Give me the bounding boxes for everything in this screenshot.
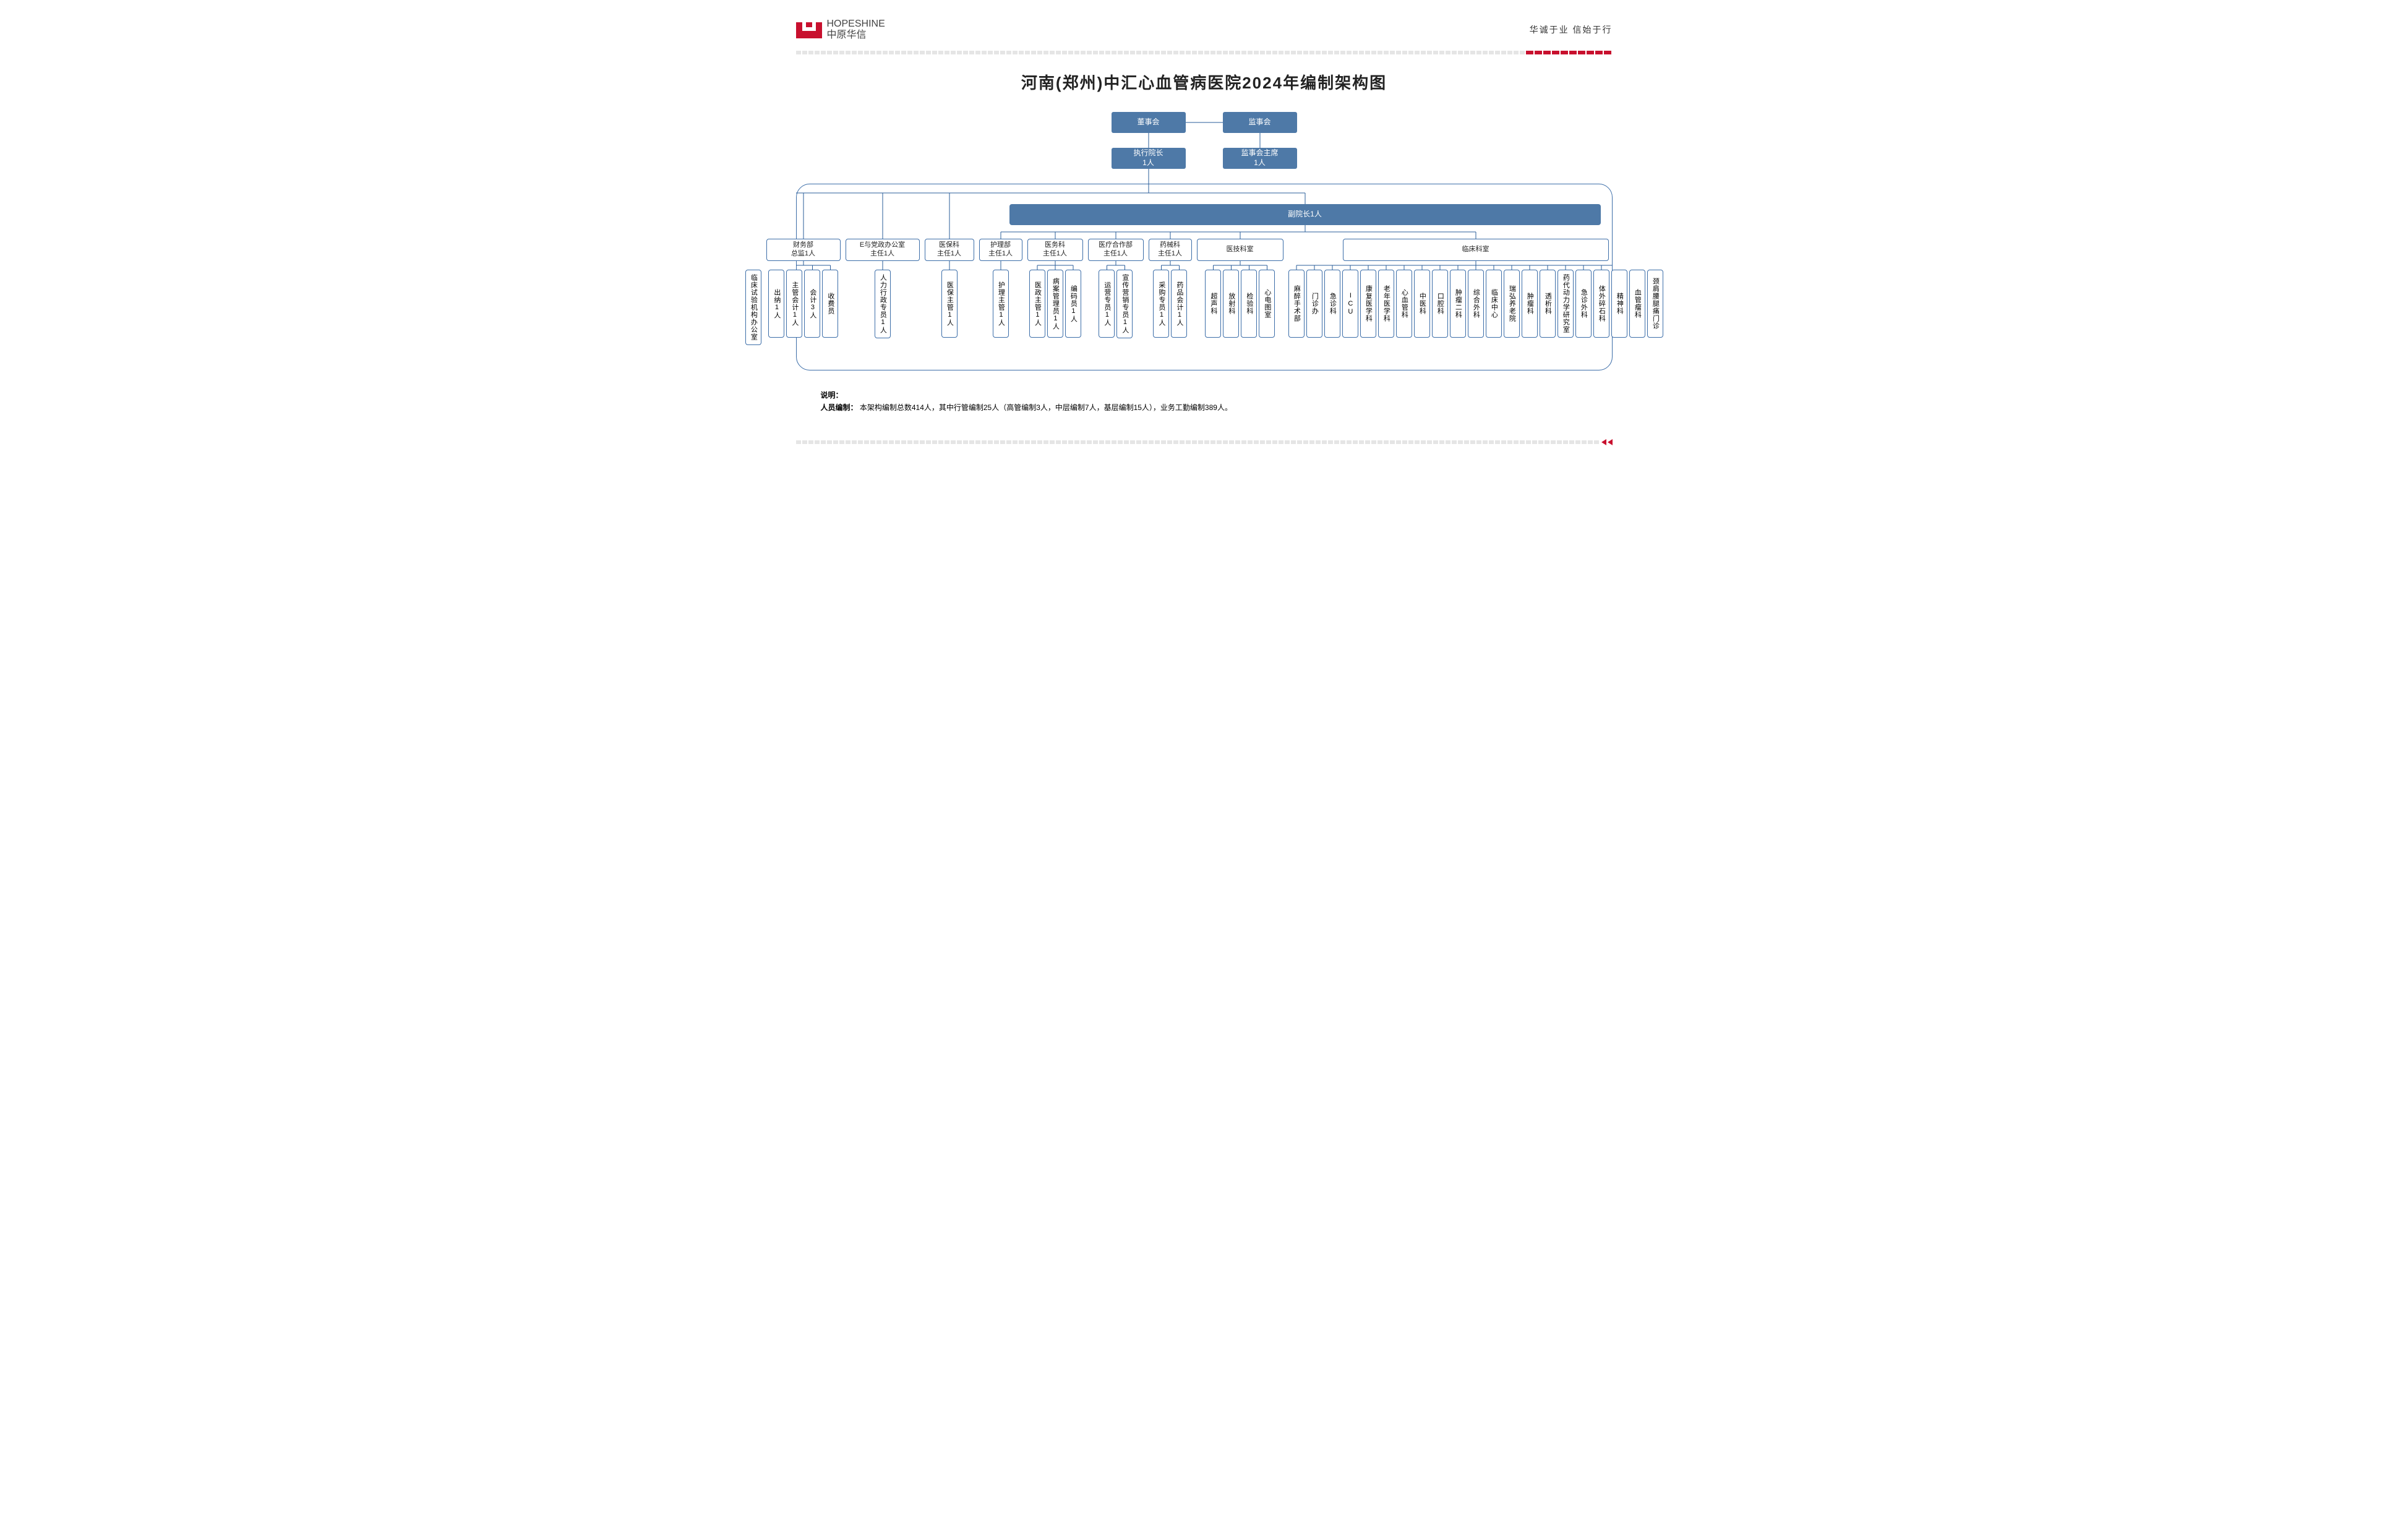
leaf-node: 肿瘤科 xyxy=(1522,270,1538,338)
group-medtech: 医技科室 超声科放射科检验科心电图室 xyxy=(1197,239,1283,338)
notes-heading: 说明： xyxy=(821,391,843,400)
page-title: 河南(郑州)中汇心血管病医院2024年编制架构图 xyxy=(796,71,1613,93)
vp-row: 副院长1人 xyxy=(808,200,1601,225)
leaf-node: 临床中心 xyxy=(1486,270,1502,338)
leaf-node: 心血管科 xyxy=(1396,270,1412,338)
group-medical: 医务科 主任1人 医政主管1人病案管理员1人编码员1人 xyxy=(1027,239,1083,338)
leaf-node: 出纳1人 xyxy=(768,270,784,338)
groups-row: 临床试验机构办公室 财务部 总监1人 出纳1人主管会计1人会计3人收费员 E与党… xyxy=(808,239,1601,345)
leaf-node: 瑞弘养老院 xyxy=(1504,270,1520,338)
leaf-node: 护理主管1人 xyxy=(993,270,1009,338)
leaf-node: 口腔科 xyxy=(1432,270,1448,338)
hdr-medical: 医务科 主任1人 xyxy=(1027,239,1083,261)
notes: 说明： 人员编制： 本架构编制总数414人，其中行管编制25人（高管编制3人，中… xyxy=(796,389,1613,414)
logo-cn: 中原华信 xyxy=(827,30,885,41)
decorative-strip-top xyxy=(796,49,1613,56)
node-supervisory-chair: 监事会主席 1人 xyxy=(1223,148,1297,169)
leaf-node: 会计3人 xyxy=(804,270,820,338)
leaf-node: 病案管理员1人 xyxy=(1047,270,1063,338)
notes-label: 人员编制： xyxy=(821,403,858,412)
leaf-node: ICU xyxy=(1342,270,1358,338)
leaf-node: 急诊科 xyxy=(1324,270,1340,338)
hdr-medtech: 医技科室 xyxy=(1197,239,1283,261)
leaf-node: 药代动力学研究室 xyxy=(1557,270,1574,338)
group-standalone: 临床试验机构办公室 xyxy=(745,239,761,345)
leaf-node: 临床试验机构办公室 xyxy=(745,270,761,345)
leaf-node: 主管会计1人 xyxy=(786,270,802,338)
leaf-node: 麻醉手术部 xyxy=(1288,270,1305,338)
sub-row: 执行院长 1人 监事会主席 1人 xyxy=(796,148,1613,169)
node-exec-dean: 执行院长 1人 xyxy=(1112,148,1186,169)
leaf-node: 综合外科 xyxy=(1468,270,1484,338)
group-nursing: 护理部 主任1人 护理主管1人 xyxy=(979,239,1022,338)
hdr-coop: 医疗合作部 主任1人 xyxy=(1088,239,1144,261)
group-finance: 财务部 总监1人 出纳1人主管会计1人会计3人收费员 xyxy=(766,239,841,338)
notes-text: 本架构编制总数414人，其中行管编制25人（高管编制3人，中层编制7人，基层编制… xyxy=(860,403,1232,412)
leaf-node: 急诊外科 xyxy=(1575,270,1592,338)
hdr-clinical: 临床科室 xyxy=(1343,239,1609,261)
leaf-node: 中医科 xyxy=(1414,270,1430,338)
leaf-node: 颈肩腰腿痛门诊 xyxy=(1647,270,1663,338)
leaf-node: 门诊办 xyxy=(1306,270,1322,338)
leaf-node: 康复医学科 xyxy=(1360,270,1376,338)
logo: HOPESHINE 中原华信 xyxy=(796,19,885,41)
leaf-node: 编码员1人 xyxy=(1065,270,1081,338)
hdr-office: E与党政办公室 主任1人 xyxy=(846,239,920,261)
leaf-node: 心电图室 xyxy=(1259,270,1275,338)
leaf-node: 透析科 xyxy=(1540,270,1556,338)
leaf-node: 血管瘤科 xyxy=(1629,270,1645,338)
leaf-node: 精神科 xyxy=(1611,270,1627,338)
top-row: 董事会 监事会 xyxy=(796,112,1613,133)
leaf-node: 老年医学科 xyxy=(1378,270,1394,338)
leaf-node: 运营专员1人 xyxy=(1099,270,1115,338)
logo-en: HOPESHINE xyxy=(827,19,885,30)
leaf-node: 体外碎石科 xyxy=(1593,270,1609,338)
decorative-strip-bottom xyxy=(796,439,1613,445)
leaf-node: 药品会计1人 xyxy=(1171,270,1187,338)
hdr-finance: 财务部 总监1人 xyxy=(766,239,841,261)
logo-icon xyxy=(796,19,822,41)
hdr-pharmacy: 药械科 主任1人 xyxy=(1149,239,1192,261)
leaf-node: 宣传营销专员1人 xyxy=(1116,270,1133,338)
leaf-node: 检验科 xyxy=(1241,270,1257,338)
leaf-node: 收费员 xyxy=(822,270,838,338)
hdr-nursing: 护理部 主任1人 xyxy=(979,239,1022,261)
leaf-node: 肿瘤二科 xyxy=(1450,270,1466,338)
org-chart: 董事会 监事会 执行院长 1人 监事会主席 1人 副院长1人 临床试验机构办公室… xyxy=(796,112,1613,370)
leaf-node: 放射科 xyxy=(1223,270,1239,338)
group-insurance: 医保科 主任1人 医保主管1人 xyxy=(925,239,974,338)
group-coop: 医疗合作部 主任1人 运营专员1人宣传营销专员1人 xyxy=(1088,239,1144,338)
node-supervisory: 监事会 xyxy=(1223,112,1297,133)
hdr-insurance: 医保科 主任1人 xyxy=(925,239,974,261)
leaf-node: 医保主管1人 xyxy=(941,270,958,338)
page-header: HOPESHINE 中原华信 华诚于业 信始于行 xyxy=(796,12,1613,47)
leaf-node: 人力行政专员1人 xyxy=(875,270,891,338)
node-board: 董事会 xyxy=(1112,112,1186,133)
outer-frame: 副院长1人 临床试验机构办公室 财务部 总监1人 出纳1人主管会计1人会计3人收… xyxy=(796,184,1613,370)
group-office: E与党政办公室 主任1人 人力行政专员1人 xyxy=(846,239,920,338)
leaf-node: 医政主管1人 xyxy=(1029,270,1045,338)
slogan: 华诚于业 信始于行 xyxy=(1530,24,1613,36)
leaf-node: 超声科 xyxy=(1205,270,1221,338)
group-pharmacy: 药械科 主任1人 采购专员1人药品会计1人 xyxy=(1149,239,1192,338)
node-vice-president: 副院长1人 xyxy=(1009,204,1601,225)
group-clinical: 临床科室 麻醉手术部门诊办急诊科ICU康复医学科老年医学科心血管科中医科口腔科肿… xyxy=(1288,239,1663,338)
leaf-node: 采购专员1人 xyxy=(1153,270,1169,338)
logo-text: HOPESHINE 中原华信 xyxy=(827,19,885,40)
